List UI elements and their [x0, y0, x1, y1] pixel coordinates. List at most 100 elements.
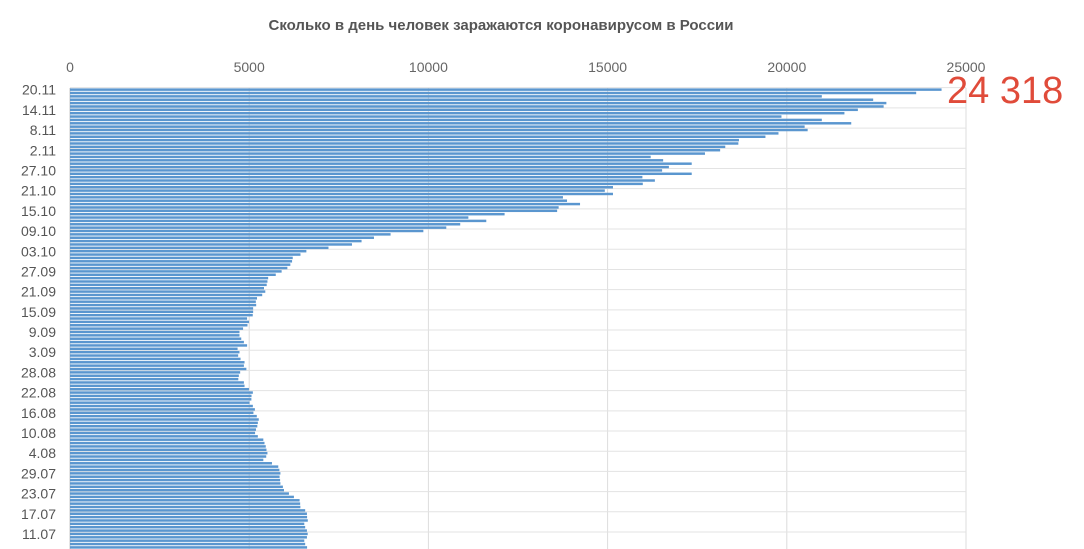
- bar: [70, 458, 264, 462]
- bar: [70, 350, 240, 354]
- bar: [70, 394, 252, 398]
- bar: [70, 253, 301, 256]
- bar: [70, 192, 613, 196]
- bar: [70, 529, 307, 532]
- bar: [70, 462, 272, 465]
- bar: [70, 95, 822, 98]
- bar: [70, 495, 294, 499]
- bar: [70, 179, 655, 182]
- bar: [70, 313, 253, 317]
- bar: [70, 209, 558, 213]
- bar: [70, 472, 281, 475]
- bar: [70, 172, 692, 176]
- bar: [70, 189, 605, 192]
- bar: [70, 344, 248, 347]
- bar: [70, 451, 268, 455]
- bar: [70, 374, 239, 377]
- y-tick-label: 15.09: [21, 304, 56, 320]
- x-tick-label: 25000: [947, 59, 986, 75]
- bar: [70, 162, 692, 165]
- bar: [70, 111, 845, 115]
- bar: [70, 142, 739, 145]
- y-tick-label: 14.11: [22, 102, 56, 118]
- bar: [70, 290, 266, 293]
- bar: [70, 115, 782, 118]
- y-tick-label: 27.09: [21, 263, 56, 279]
- bar: [70, 101, 887, 105]
- bar: [70, 159, 664, 162]
- bar: [70, 236, 374, 239]
- y-tick-label: 03.10: [21, 243, 56, 259]
- bar: [70, 340, 244, 344]
- bar: [70, 216, 469, 219]
- bar: [70, 505, 301, 509]
- bar: [70, 361, 245, 364]
- chart-title: Сколько в день человек заражаются корона…: [268, 17, 734, 34]
- y-tick-label: 10.08: [21, 425, 56, 441]
- bar: [70, 384, 245, 388]
- bar: [70, 310, 254, 314]
- bar: [70, 418, 259, 421]
- bar: [70, 196, 563, 199]
- x-tick-label: 20000: [767, 59, 806, 75]
- y-tick-label: 9.09: [29, 324, 56, 340]
- bar: [70, 485, 283, 489]
- bar: [70, 243, 352, 246]
- x-axis-ticks: 0 5000 10000 15000 20000 25000: [66, 59, 986, 75]
- bar: [70, 317, 248, 320]
- bar: [70, 256, 293, 260]
- bar: [70, 270, 282, 273]
- bar: [70, 381, 244, 384]
- y-axis-labels: 20.11 14.11 8.11 2.11 27.10 21.10 15.10 09.10 03…: [21, 82, 56, 542]
- bar: [70, 334, 240, 337]
- y-tick-label: 09.10: [21, 223, 56, 239]
- bar: [70, 145, 726, 149]
- bar: [70, 337, 242, 340]
- x-tick-label: 15000: [588, 59, 627, 75]
- bar: [70, 122, 852, 125]
- bar: [70, 391, 253, 394]
- peak-value-callout: 24 318: [947, 70, 1064, 112]
- y-tick-label: 15.10: [21, 203, 56, 219]
- bar: [70, 539, 305, 542]
- bar: [70, 324, 248, 327]
- bar: [70, 411, 254, 415]
- bar: [70, 431, 256, 435]
- bar: [70, 186, 613, 189]
- y-tick-label: 23.07: [21, 486, 56, 502]
- bar: [70, 246, 329, 250]
- bar: [70, 502, 301, 505]
- bar: [70, 478, 281, 482]
- bar: [70, 414, 257, 418]
- bar: [70, 206, 559, 209]
- bar: [70, 509, 306, 512]
- bar: [70, 448, 267, 452]
- bar: [70, 229, 424, 233]
- bar: [70, 98, 874, 101]
- bar: [70, 293, 263, 297]
- bar: [70, 138, 739, 142]
- bar: [70, 435, 258, 438]
- bar: [70, 88, 942, 91]
- bar: [70, 307, 254, 310]
- bar: [70, 320, 250, 324]
- bar: [70, 303, 257, 307]
- y-tick-label: 27.10: [21, 162, 56, 178]
- bar: [70, 280, 268, 283]
- bar: [70, 499, 300, 502]
- y-tick-label: 4.08: [29, 445, 56, 461]
- bar: [70, 488, 285, 492]
- bar: [70, 465, 279, 468]
- bar: [70, 522, 305, 526]
- bar: [70, 401, 250, 404]
- y-tick-label: 2.11: [30, 142, 56, 158]
- bar: [70, 273, 276, 276]
- bar: [70, 327, 244, 330]
- bar: [70, 421, 258, 425]
- x-tick-label: 10000: [409, 59, 448, 75]
- bar: [70, 425, 258, 428]
- bar: [70, 408, 255, 411]
- bar: [70, 482, 281, 485]
- x-tick-label: 0: [66, 59, 74, 75]
